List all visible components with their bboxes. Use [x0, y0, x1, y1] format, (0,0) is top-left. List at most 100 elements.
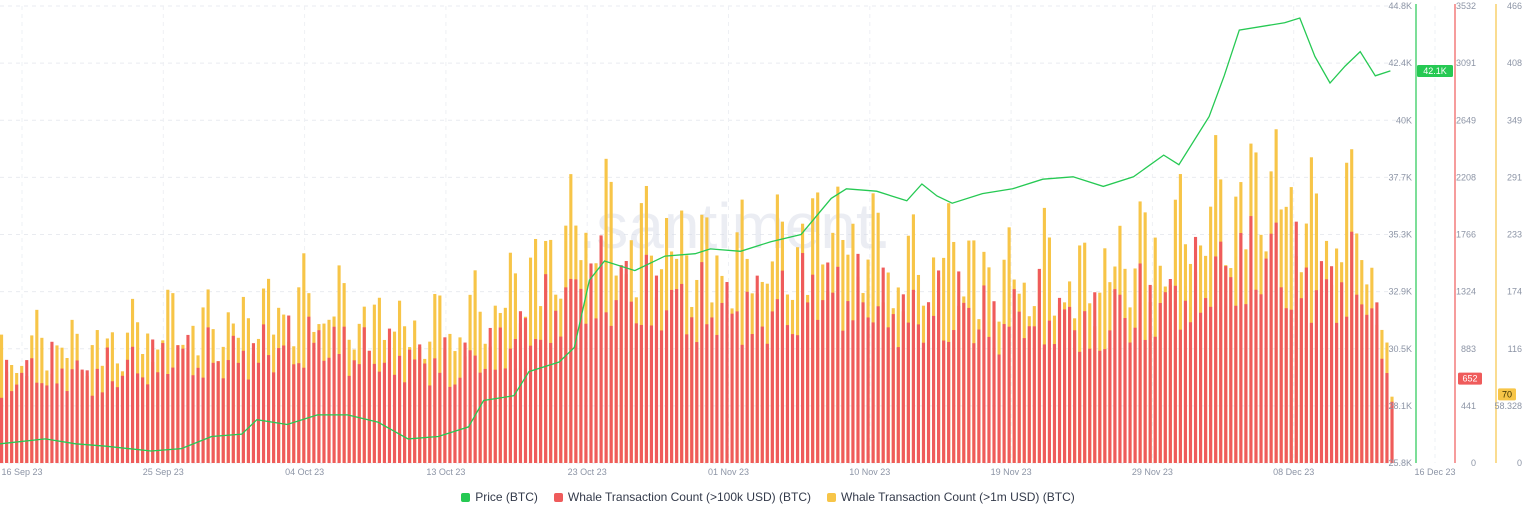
whale-100k-bar	[1234, 305, 1238, 463]
whale-100k-bar	[831, 292, 835, 463]
whale-100k-bar	[775, 299, 779, 463]
whale-100k-bar	[700, 262, 704, 463]
legend-swatch-whale-100k	[553, 492, 563, 502]
whale-100k-bar	[725, 282, 729, 463]
whale-100k-bar	[715, 334, 719, 463]
whale-100k-bar	[901, 294, 905, 463]
whale-100k-bar	[816, 319, 820, 463]
whale-100k-bar	[1042, 344, 1046, 463]
whale-100k-bar	[826, 262, 830, 463]
whale-100k-bar	[997, 354, 1001, 463]
whale-100k-bar	[619, 265, 623, 463]
whale-100k-bar	[1188, 322, 1193, 463]
whale-100k-bar	[1319, 261, 1324, 463]
whale-100k-bar	[272, 372, 276, 463]
whale-100k-bar	[780, 270, 784, 463]
whale-100k-bar	[1264, 258, 1268, 463]
whale-100k-bar	[670, 289, 674, 463]
whale-100k-bar	[403, 382, 407, 463]
whale-100k-bar	[539, 339, 543, 463]
whale-100k-bar	[937, 270, 941, 463]
whale-100k-bar	[35, 382, 39, 463]
whale-100k-bar	[1360, 304, 1364, 463]
whale-100k-bar	[463, 342, 467, 463]
whale-100k-bar	[896, 347, 900, 463]
whale-100k-bar	[408, 349, 412, 463]
x-tick-label: 13 Oct 23	[426, 467, 465, 477]
whale-1m-bar	[604, 158, 608, 463]
whale-100k-bar	[634, 323, 638, 463]
whale-100k-bar	[256, 362, 261, 463]
whale-100k-bar	[226, 360, 230, 463]
axis-tick-whale_100k: 2649	[1456, 115, 1476, 125]
whale-1m-bar	[740, 199, 744, 463]
whale-100k-bar	[1088, 348, 1092, 463]
x-tick-label: 08 Dec 23	[1273, 467, 1314, 477]
whale-100k-bar	[846, 301, 850, 463]
whale-100k-bar	[856, 253, 860, 463]
whale-100k-bar	[221, 378, 225, 463]
axis-tick-price: 30.5K	[1388, 344, 1412, 354]
whale-100k-bar	[549, 342, 553, 463]
axis-tick-price: 44.8K	[1388, 1, 1412, 11]
whale-100k-bar	[523, 318, 528, 463]
whale-100k-bar	[1103, 349, 1107, 463]
legend-item-price[interactable]: Price (BTC)	[461, 490, 538, 504]
whale-100k-bar	[337, 354, 341, 463]
whale-100k-bar	[166, 373, 170, 463]
whale-100k-bar	[1324, 279, 1329, 463]
whale-100k-bar	[513, 339, 517, 463]
axis-tick-whale_1m: 349	[1507, 115, 1522, 125]
whale-100k-bar	[1032, 326, 1036, 463]
whale-100k-bar	[886, 327, 890, 463]
axis-current-label-price: 42.1K	[1423, 66, 1447, 76]
whale-100k-bar	[1329, 266, 1334, 463]
whale-100k-bar	[1219, 241, 1223, 463]
whale-100k-bar	[423, 363, 427, 463]
axis-tick-price: 32.9K	[1388, 287, 1412, 297]
whale-100k-bar	[518, 311, 523, 463]
whale-100k-bar	[947, 341, 951, 463]
whale-100k-bar	[720, 302, 724, 463]
legend-item-whale-1m[interactable]: Whale Transaction Count (>1m USD) (BTC)	[827, 490, 1075, 504]
axis-tick-whale_1m: 408	[1507, 58, 1522, 68]
whale-100k-bar	[498, 327, 502, 463]
x-axis-ticks: 16 Sep 23 25 Sep 23 04 Oct 23 13 Oct 23 23 O…	[1, 467, 1455, 477]
axis-current-badge-whale_1m	[1498, 388, 1516, 401]
whale-100k-bar	[806, 302, 810, 463]
whale-100k-bar	[1178, 329, 1182, 463]
whale-100k-bar	[181, 348, 185, 463]
whale-100k-bar	[1294, 221, 1298, 463]
whale-100k-bar	[130, 346, 135, 463]
whale-100k-bar	[201, 377, 205, 463]
axis-tick-price: 40K	[1396, 115, 1412, 125]
whale-100k-bar	[554, 310, 558, 463]
whale-100k-bar	[871, 322, 875, 463]
whale-100k-bar	[609, 325, 613, 463]
whale-100k-bar	[1118, 294, 1122, 463]
axis-tick-whale_1m: 58.328	[1494, 401, 1522, 411]
whale-100k-bar	[811, 274, 815, 463]
whale-100k-bar	[1163, 292, 1167, 463]
whale-100k-bar	[705, 324, 709, 463]
whale-100k-bar	[433, 358, 437, 463]
whale-100k-bar	[1168, 279, 1172, 463]
whale-100k-bar	[534, 339, 538, 463]
whale-100k-bar	[881, 267, 885, 463]
whale-100k-bar	[171, 367, 175, 463]
legend-item-whale-100k[interactable]: Whale Transaction Count (>100k USD) (BTC…	[553, 490, 811, 504]
whale-100k-bar	[659, 330, 664, 463]
whale-100k-bar	[841, 330, 845, 463]
whale-100k-bar	[488, 327, 492, 463]
axis-tick-whale_100k: 2208	[1456, 172, 1476, 182]
whale-100k-bar	[110, 381, 114, 463]
whale-100k-bar	[1204, 298, 1208, 463]
whale-100k-bar	[569, 278, 573, 463]
whale-100k-bar	[176, 345, 180, 463]
whale-100k-bar	[1370, 308, 1374, 463]
whale-100k-bars	[0, 216, 1394, 463]
whale-100k-bar	[982, 285, 986, 463]
whale-100k-bar	[1239, 232, 1243, 463]
price-line	[0, 17, 1391, 452]
whale-100k-bar	[90, 395, 94, 463]
